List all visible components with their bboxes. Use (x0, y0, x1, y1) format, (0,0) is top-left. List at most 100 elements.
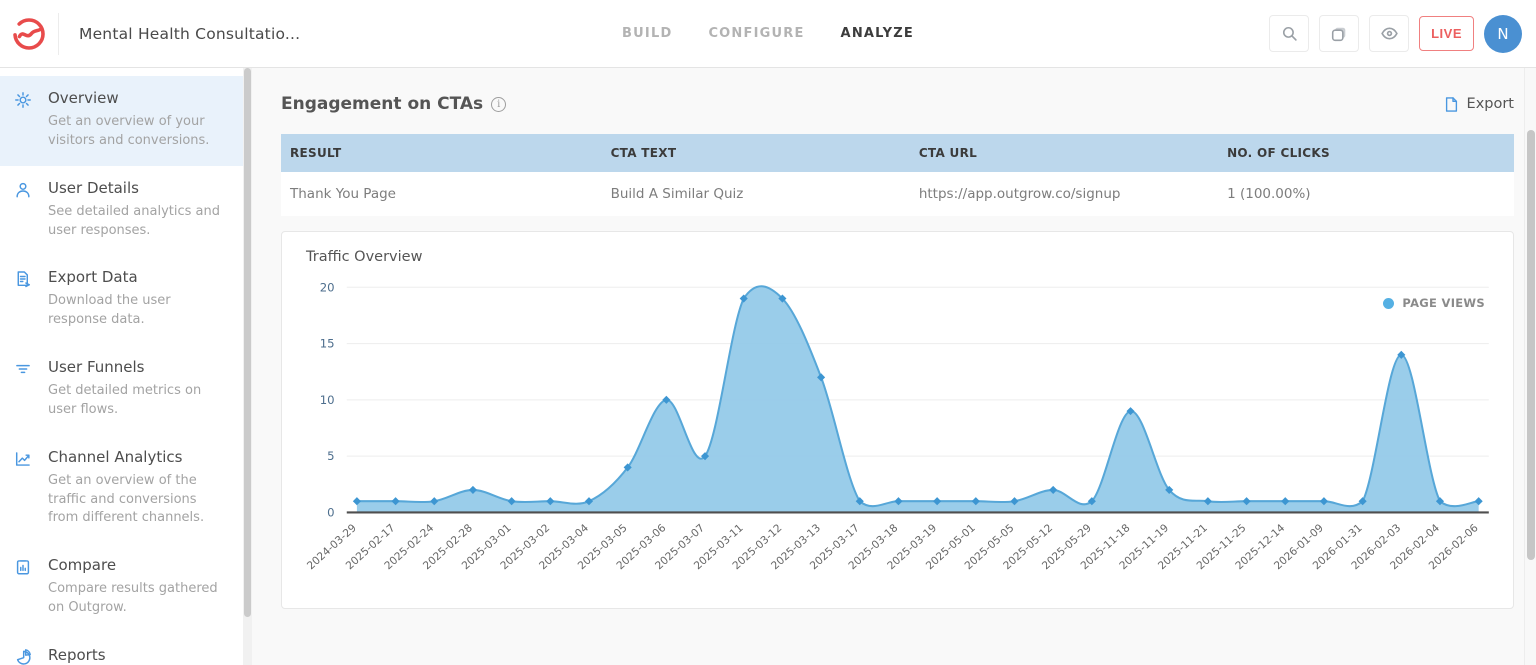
page-body: Overview Get an overview of your visitor… (0, 68, 1536, 665)
header-actions: LIVE N (1269, 14, 1522, 53)
tab-configure[interactable]: CONFIGURE (708, 26, 805, 41)
chart-point[interactable] (546, 497, 555, 506)
legend-label: PAGE VIEWS (1402, 296, 1485, 310)
live-button[interactable]: LIVE (1419, 16, 1474, 51)
area-fill (356, 286, 1479, 513)
cell-clicks: 1 (100.00%) (1227, 186, 1311, 202)
sidebar-item-title: Channel Analytics (48, 447, 183, 466)
person-icon (14, 181, 34, 241)
page-scrollbar[interactable] (1524, 68, 1536, 665)
chart-point[interactable] (623, 463, 632, 472)
section-title: Engagement on CTAs (281, 94, 484, 114)
chart-title: Traffic Overview (306, 249, 423, 265)
section-header: Engagement on CTAs i Export (281, 86, 1514, 122)
traffic-overview-card: Traffic Overview PAGE VIEWS 0 5 10 15 20 2024… (281, 231, 1514, 609)
chart-point[interactable] (391, 497, 400, 506)
cell-cta-text: Build A Similar Quiz (610, 186, 744, 202)
funnel-icon (14, 360, 34, 420)
y-tick-label: 20 (320, 280, 335, 294)
chart-legend[interactable]: PAGE VIEWS (1383, 296, 1485, 310)
y-tick-label: 5 (327, 449, 334, 463)
chart-point[interactable] (352, 497, 361, 506)
tab-build[interactable]: BUILD (622, 26, 673, 41)
sidebar-item-desc: Compare results gathered on Outgrow. (48, 581, 218, 616)
chart-point[interactable] (894, 497, 903, 506)
y-tick-label: 15 (320, 337, 335, 351)
page-scrollbar-thumb[interactable] (1527, 130, 1535, 560)
column-header-cta-url: CTA URL (918, 146, 978, 160)
chart-point[interactable] (1474, 497, 1483, 506)
sidebar-item-title: Overview (48, 89, 119, 107)
chart-point[interactable] (933, 497, 942, 506)
content-title[interactable]: Mental Health Consultatio... (79, 24, 301, 43)
area-line (356, 285, 1479, 508)
preview-pages-button[interactable] (1319, 15, 1360, 52)
sidebar-item-overview[interactable]: Overview Get an overview of your visitor… (0, 76, 243, 166)
chart-point[interactable] (1397, 350, 1406, 359)
sidebar-item-desc: Get an overview of the traffic and conve… (48, 472, 205, 526)
sidebar-item-user-funnels[interactable]: User Funnels Get detailed metrics on use… (0, 345, 243, 435)
column-header-clicks: NO. OF CLICKS (1227, 146, 1330, 160)
sidebar-item-title: User Details (48, 178, 139, 197)
chart-point[interactable] (662, 395, 671, 404)
export-document-icon (1445, 96, 1457, 112)
column-header-result: RESULT (290, 146, 342, 160)
chart-point[interactable] (1126, 407, 1135, 416)
chart-point[interactable] (1010, 497, 1019, 506)
cta-engagement-table: RESULT CTA TEXT CTA URL NO. OF CLICKS Th… (281, 134, 1514, 216)
sidebar-item-title: Reports (48, 645, 106, 664)
sidebar-item-channel-analytics[interactable]: Channel Analytics Get an overview of the… (0, 435, 243, 544)
pie-chart-icon (14, 648, 34, 665)
outgrow-logo[interactable] (0, 15, 58, 53)
sidebar-scrollbar[interactable] (243, 68, 252, 665)
table-row: Thank You Page Build A Similar Quiz http… (281, 172, 1514, 216)
sidebar-item-desc: Download the user response data. (48, 293, 171, 328)
avatar[interactable]: N (1484, 14, 1522, 53)
sidebar-item-export-data[interactable]: Export Data Download the user response d… (0, 255, 243, 345)
chart-point[interactable] (1087, 497, 1096, 506)
gear-icon (14, 91, 34, 151)
chart-point[interactable] (584, 497, 594, 506)
chart-point[interactable] (855, 497, 864, 506)
sidebar-item-desc: Get an overview of your visitors and con… (48, 114, 210, 148)
chart-point[interactable] (700, 452, 710, 461)
top-bar: Mental Health Consultatio... BUILD CONFI… (0, 0, 1536, 68)
export-button[interactable]: Export (1443, 96, 1514, 113)
header-divider (58, 12, 59, 55)
sidebar-item-user-details[interactable]: User Details See detailed analytics and … (0, 166, 243, 256)
eye-icon (1380, 27, 1398, 40)
trend-chart-icon (14, 450, 34, 529)
analyze-sidebar: Overview Get an overview of your visitor… (0, 68, 252, 665)
main-nav: BUILD CONFIGURE ANALYZE (622, 26, 914, 41)
sidebar-item-title: Export Data (48, 268, 138, 287)
legend-dot (1383, 297, 1395, 309)
sidebar-item-reports[interactable]: Reports Configure and send custom PDF re… (0, 633, 243, 665)
chart-point[interactable] (468, 485, 478, 494)
preview-pages-icon (1332, 27, 1346, 41)
chart-point[interactable] (971, 497, 980, 506)
sidebar-item-title: Compare (48, 556, 117, 575)
chart-point[interactable] (1358, 497, 1367, 506)
info-icon[interactable]: i (491, 96, 507, 112)
chart-point[interactable] (739, 294, 748, 303)
cell-cta-url: https://app.outgrow.co/signup (918, 186, 1121, 202)
table-header-row: RESULT CTA TEXT CTA URL NO. OF CLICKS (281, 134, 1514, 172)
search-button[interactable] (1269, 15, 1310, 52)
sidebar-item-desc: Get detailed metrics on user flows. (48, 383, 202, 417)
eye-preview-button[interactable] (1369, 15, 1410, 52)
chart-point[interactable] (1049, 485, 1058, 494)
sidebar-scrollbar-thumb[interactable] (244, 68, 251, 618)
main-content: Engagement on CTAs i Export RESULT CTA T… (252, 68, 1536, 665)
chart-point[interactable] (817, 373, 826, 382)
search-icon (1282, 26, 1297, 41)
chart-point[interactable] (1242, 497, 1251, 506)
outgrow-logo-icon (13, 17, 45, 50)
chart-point[interactable] (430, 497, 439, 506)
document-export-icon (14, 270, 34, 330)
sidebar-item-compare[interactable]: Compare Compare results gathered on Outg… (0, 543, 243, 633)
tab-analyze[interactable]: ANALYZE (840, 26, 914, 41)
chart-point[interactable] (507, 497, 516, 506)
chart-point[interactable] (1203, 497, 1212, 506)
chart-point[interactable] (778, 294, 787, 303)
export-label: Export (1466, 96, 1514, 112)
